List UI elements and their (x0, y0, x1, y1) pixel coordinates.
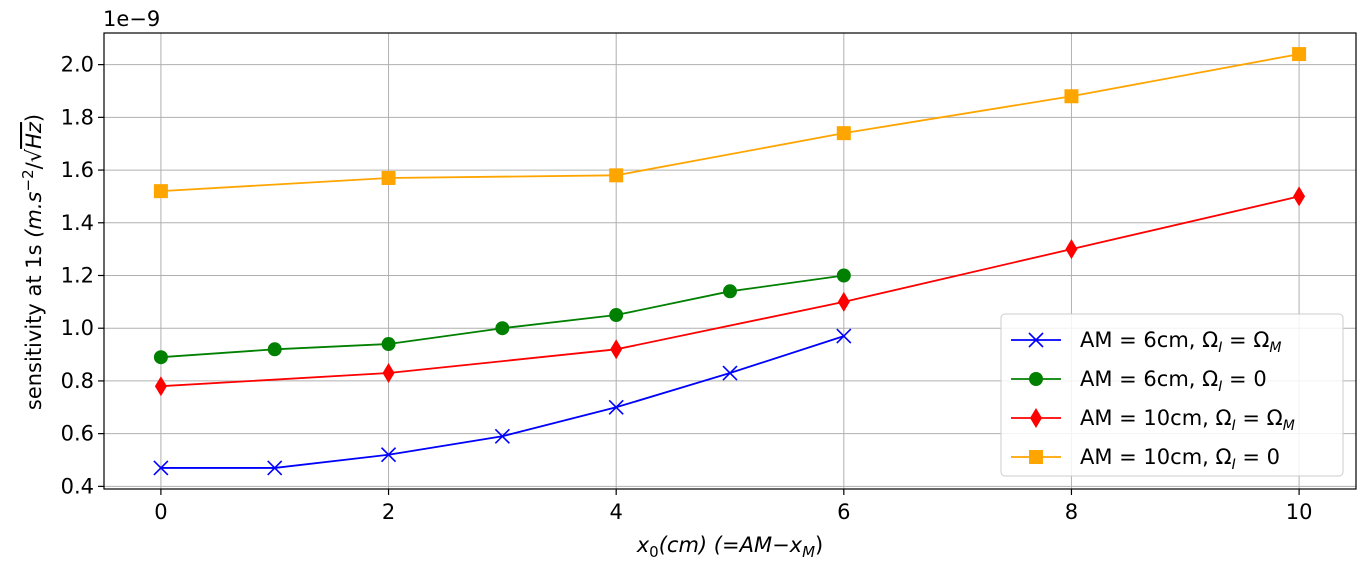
data-point (495, 321, 510, 336)
data-point (380, 447, 397, 463)
x-label-close: ) (815, 533, 823, 557)
y-axis-label: sensitivity at 1s (m.s−2/√Hz) (19, 114, 46, 410)
y-label-close: ) (22, 114, 46, 122)
x-tick-label: 10 (1286, 500, 1313, 524)
y-tick-label: 2.0 (61, 53, 94, 77)
data-point (382, 363, 395, 384)
y-tick-label: 0.8 (61, 369, 94, 393)
legend-label: AM = 6cm, ΩI = 0 (1080, 367, 1267, 395)
x-tick-label: 4 (609, 500, 622, 524)
x-tick-label: 0 (154, 500, 167, 524)
plot-frame (103, 32, 1357, 490)
y-tick-label: 0.6 (61, 422, 94, 446)
data-point (609, 168, 624, 183)
ticks: 0 2 4 6 8 10 0.4 0.6 0.8 1.0 1.2 1.4 1.6 1.8 2.0 (61, 53, 1313, 524)
legend-label: AM = 10cm, ΩI = 0 (1080, 445, 1280, 473)
data-point (267, 342, 282, 357)
x-label-unit: (cm) ( (659, 533, 723, 557)
x-axis-label: x0(cm) (=AM−xM) (636, 533, 824, 561)
legend-entry: AM = 10cm, ΩI = 0 (1011, 445, 1280, 473)
y-tick-label: 1.0 (61, 316, 94, 340)
y-tick-label: 1.8 (61, 105, 94, 129)
data-point (153, 350, 168, 365)
data-point (153, 460, 169, 476)
data-point (836, 268, 851, 283)
data-point (381, 170, 396, 185)
y-label-root: /√ (22, 148, 46, 169)
legend-entry: AM = 6cm, ΩI = ΩM (1011, 328, 1281, 356)
x-label-sub: 0 (649, 543, 659, 561)
series-line (160, 195, 1300, 388)
data-point (610, 339, 623, 360)
data-point (836, 126, 851, 141)
data-point (1029, 372, 1043, 386)
x-tick-label: 2 (382, 500, 395, 524)
series-line (160, 53, 1300, 193)
data-point (381, 337, 396, 352)
x-tick-label: 6 (837, 500, 850, 524)
data-point (837, 291, 850, 312)
y-tick-label: 0.4 (61, 474, 94, 498)
x-label-eq: =AM−x (722, 533, 803, 557)
series-line (160, 335, 845, 469)
data-point (1065, 239, 1078, 260)
series-2 (153, 268, 851, 365)
y-label-exp: −2 (19, 169, 37, 191)
data-point (1028, 332, 1044, 348)
data-point (1029, 450, 1043, 464)
data-point (1064, 89, 1079, 104)
y-tick-label: 1.6 (61, 158, 94, 182)
y-tick-label: 1.2 (61, 263, 94, 287)
data-point (494, 428, 510, 444)
y-offset-label: 1e−9 (103, 7, 160, 31)
legend-entry: AM = 10cm, ΩI = ΩM (1011, 406, 1295, 434)
series-1 (153, 328, 852, 476)
data-point (1030, 408, 1042, 428)
data-point (153, 184, 168, 199)
data-point (722, 365, 738, 381)
data-point (723, 284, 737, 299)
y-label-text: sensitivity at 1s (22, 238, 46, 410)
series-3 (154, 186, 1306, 397)
legend-box (1000, 313, 1344, 477)
x-tick-label: 8 (1065, 500, 1078, 524)
data-point (154, 376, 167, 397)
legend: AM = 6cm, ΩI = ΩM AM = 6cm, ΩI = 0 AM = 10… (1000, 313, 1344, 477)
legend-label: AM = 10cm, ΩI = ΩM (1080, 406, 1295, 434)
x-label-sub2: M (802, 543, 815, 561)
data-point (836, 328, 852, 344)
y-label-hz: Hz (22, 121, 46, 149)
y-label-unit: (m.s (22, 191, 46, 237)
data-point (1292, 47, 1307, 62)
data-point (608, 399, 624, 415)
y-tick-label: 1.4 (61, 211, 94, 235)
series-4 (153, 47, 1307, 199)
data-point (1293, 186, 1306, 207)
legend-entry: AM = 6cm, ΩI = 0 (1011, 367, 1267, 395)
series-layer (153, 47, 1307, 476)
x-label-sym: x (636, 533, 650, 557)
data-point (609, 308, 624, 323)
series-line (160, 274, 844, 359)
data-point (267, 460, 283, 476)
legend-label: AM = 6cm, ΩI = ΩM (1080, 328, 1281, 356)
